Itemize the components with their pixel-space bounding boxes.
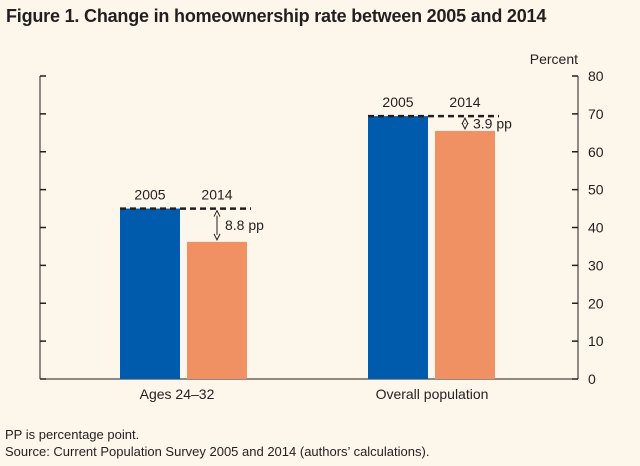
change-arrow-head-down [213, 233, 221, 242]
category-label: Ages 24–32 [140, 386, 215, 402]
change-arrow-head-down [461, 122, 469, 131]
y-tick-label: 20 [588, 295, 604, 311]
y-tick-label: 30 [588, 257, 604, 273]
bar-year-label: 2005 [134, 187, 165, 203]
bar-year-label: 2014 [201, 187, 232, 203]
y-tick-label: 80 [588, 68, 604, 84]
bar-2014-1 [435, 130, 495, 379]
y-tick-label: 60 [588, 144, 604, 160]
bar-year-label: 2014 [449, 94, 480, 110]
bar-year-label: 2005 [382, 94, 413, 110]
chart-footnotes: PP is percentage point. Source: Current … [5, 426, 429, 460]
y-tick-label: 70 [588, 106, 604, 122]
bar-2005-1 [368, 116, 428, 380]
category-label: Overall population [376, 386, 489, 402]
y-tick-label: 10 [588, 333, 604, 349]
y-tick-label: 0 [588, 371, 596, 387]
y-axis-label: Percent [530, 51, 578, 67]
footnote-source: Source: Current Population Survey 2005 a… [5, 444, 430, 459]
change-arrow-head-up [461, 117, 469, 125]
y-tick-label: 50 [588, 182, 604, 198]
bar-2014-0 [187, 241, 247, 379]
change-annotation: 8.8 pp [225, 217, 264, 233]
bar-2005-0 [120, 208, 180, 379]
change-annotation: 3.9 pp [473, 116, 512, 132]
footnote-pp: PP is percentage point. [5, 427, 140, 442]
change-arrow-head-up [213, 209, 221, 217]
y-tick-label: 40 [588, 220, 604, 236]
chart-title: Figure 1. Change in homeownership rate b… [6, 6, 547, 26]
